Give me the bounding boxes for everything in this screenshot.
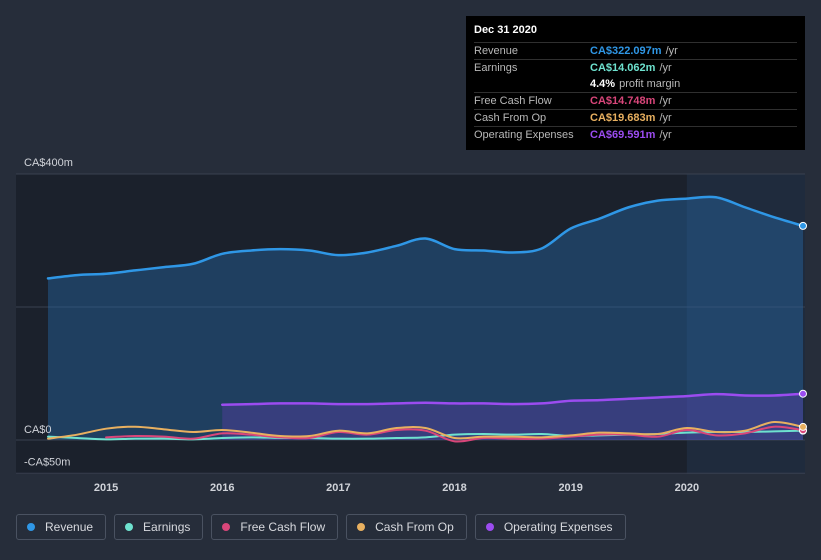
- tooltip-label: Revenue: [474, 45, 519, 57]
- cash-from-op-end-point: [799, 422, 807, 431]
- y-tick-label: CA$0: [24, 424, 52, 436]
- tooltip-date: Dec 31 2020: [474, 24, 537, 36]
- tooltip-label: Cash From Op: [474, 112, 547, 124]
- tooltip-value: CA$19.683m: [590, 112, 656, 124]
- tooltip-value: CA$14.062m: [590, 62, 656, 74]
- tooltip-unit: /yr: [659, 95, 672, 107]
- x-tick-label: 2017: [326, 482, 350, 494]
- tooltip-unit: /yr: [659, 129, 672, 141]
- free-cash-flow-line: [105, 425, 804, 443]
- tooltip-unit: /yr: [659, 62, 672, 74]
- tooltip-unit: /yr: [665, 45, 678, 57]
- legend-item-revenue[interactable]: Revenue: [16, 514, 107, 540]
- tooltip: Dec 31 2020 Revenue CA$322.097m /yr Earn…: [466, 16, 805, 150]
- legend-label: Operating Expenses: [503, 520, 613, 534]
- legend-label: Cash From Op: [375, 520, 454, 534]
- tooltip-row-cfo: Cash From Op CA$19.683m /yr: [474, 109, 797, 126]
- legend-dot-icon: [125, 523, 134, 531]
- tooltip-value: 4.4%: [590, 78, 616, 90]
- tooltip-label: Operating Expenses: [474, 129, 574, 141]
- legend-dot-icon: [27, 523, 35, 531]
- y-tick-label: -CA$50m: [24, 456, 70, 468]
- tooltip-row-fcf: Free Cash Flow CA$14.748m /yr: [474, 92, 797, 109]
- tooltip-unit: /yr: [659, 112, 672, 124]
- legend-label: Revenue: [45, 520, 94, 534]
- tooltip-row-opex: Operating Expenses CA$69.591m /yr: [474, 126, 797, 143]
- operating-expenses-end-point: [799, 389, 807, 398]
- legend: Revenue Earnings Free Cash Flow Cash Fro…: [16, 514, 634, 540]
- tooltip-value: CA$69.591m: [590, 129, 656, 141]
- x-tick-label: 2016: [210, 482, 234, 494]
- plot-background: [16, 174, 805, 474]
- legend-item-operating-expenses[interactable]: Operating Expenses: [474, 514, 626, 540]
- legend-dot-icon: [485, 523, 494, 531]
- operating-expenses-line: [220, 392, 805, 407]
- legend-dot-icon: [222, 523, 231, 531]
- x-tick-label: 2015: [94, 482, 118, 494]
- x-tick-label: 2018: [442, 482, 466, 494]
- tooltip-unit: profit margin: [619, 78, 681, 90]
- x-tick-label: 2019: [558, 482, 582, 494]
- tooltip-value: CA$322.097m: [590, 45, 662, 57]
- legend-item-earnings[interactable]: Earnings: [114, 514, 204, 540]
- tooltip-row-earnings: Earnings CA$14.062m /yr: [474, 59, 797, 76]
- cash-from-op-line: [47, 421, 804, 440]
- x-tick-label: 2020: [675, 482, 699, 494]
- tooltip-row-revenue: Revenue CA$322.097m /yr: [474, 42, 797, 59]
- legend-label: Free Cash Flow: [240, 520, 326, 534]
- tooltip-value: CA$14.748m: [590, 95, 656, 107]
- revenue-end-point: [799, 221, 807, 230]
- earnings-line: [47, 429, 804, 441]
- revenue-area: [48, 196, 803, 440]
- legend-dot-icon: [357, 523, 366, 531]
- tooltip-label: Earnings: [474, 62, 518, 74]
- y-tick-label: CA$400m: [24, 157, 73, 169]
- tooltip-label: Free Cash Flow: [474, 95, 552, 107]
- legend-item-free-cash-flow[interactable]: Free Cash Flow: [211, 514, 339, 540]
- legend-label: Earnings: [143, 520, 191, 534]
- tooltip-row-margin: 4.4% profit margin: [474, 76, 797, 92]
- legend-item-cash-from-op[interactable]: Cash From Op: [346, 514, 467, 540]
- revenue-line: [46, 195, 805, 280]
